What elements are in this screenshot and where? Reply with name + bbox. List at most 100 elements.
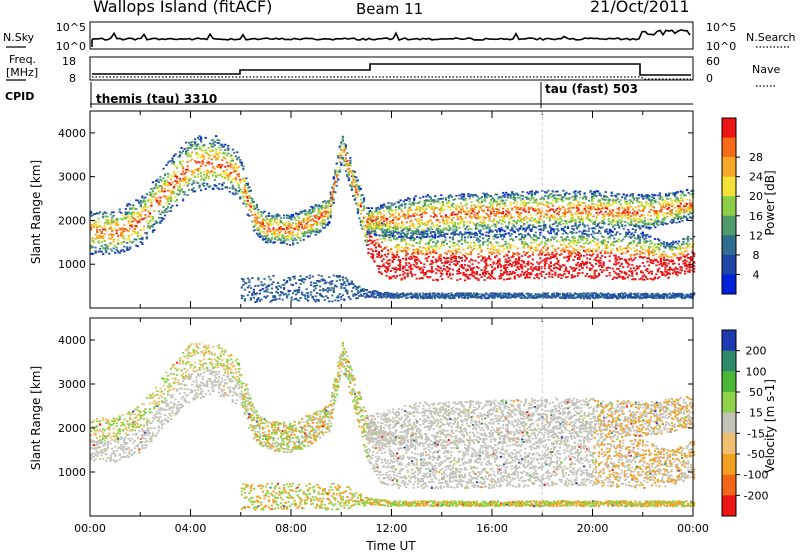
echo-cell <box>489 274 492 277</box>
echo-cell <box>459 257 462 259</box>
echo-cell <box>480 276 483 278</box>
echo-cell <box>679 245 682 248</box>
echo-cell <box>320 220 323 222</box>
echo-cell <box>614 258 617 261</box>
echo-cell <box>462 273 465 276</box>
echo-cell <box>129 207 132 210</box>
echo-cell <box>519 273 522 276</box>
echo-cell <box>344 163 347 165</box>
echo-cell <box>384 217 387 220</box>
echo-cell <box>215 184 218 187</box>
echo-cell <box>478 244 482 247</box>
echo-cell <box>99 236 102 239</box>
echo-cell <box>451 250 454 252</box>
echo-cell <box>267 218 271 221</box>
echo-cell <box>255 222 258 225</box>
echo-cell <box>656 243 659 246</box>
echo-cell <box>364 232 367 235</box>
echo-cell <box>491 275 494 278</box>
echo-cell <box>132 230 135 233</box>
echo-cell <box>337 156 340 159</box>
echo-cell <box>468 215 472 218</box>
echo-cell <box>472 247 476 250</box>
echo-cell <box>466 246 470 249</box>
echo-cell <box>267 212 271 215</box>
echo-cell <box>387 253 390 255</box>
echo-cell <box>664 253 667 256</box>
echo-cell <box>148 225 151 228</box>
echo-cell <box>358 209 361 212</box>
echo-cell <box>598 274 601 277</box>
echo-cell <box>658 256 661 258</box>
echo-cell <box>275 218 278 221</box>
echo-cell <box>437 227 440 230</box>
echo-cell <box>477 217 481 219</box>
echo-cell <box>650 259 653 262</box>
echo-cell <box>252 201 255 203</box>
echo-cell <box>605 247 608 250</box>
nave-label: Nave <box>752 63 780 76</box>
echo-cell <box>601 249 604 252</box>
echo-cell <box>192 187 195 189</box>
echo-cell <box>475 248 479 250</box>
echo-cell <box>329 198 332 201</box>
echo-cell <box>576 258 580 260</box>
echo-cell <box>123 245 126 248</box>
echo-cell <box>246 202 249 204</box>
echo-cell <box>374 242 378 245</box>
echo-cell <box>440 194 443 197</box>
echo-cell <box>251 220 254 223</box>
echo-cell <box>482 256 485 259</box>
echo-cell <box>365 239 369 241</box>
echo-cell <box>323 219 326 222</box>
echo-cell <box>656 245 659 248</box>
echo-cell <box>215 153 218 155</box>
echo-cell <box>418 277 421 280</box>
echo-cell <box>447 257 450 259</box>
echo-cell <box>272 227 275 230</box>
echo-cell <box>172 175 176 178</box>
echo-cell <box>482 219 485 222</box>
echo-cell <box>617 250 620 253</box>
echo-cell <box>209 171 212 174</box>
echo-cell <box>93 241 96 244</box>
echo-cell <box>411 257 414 260</box>
echo-cell <box>548 275 551 278</box>
echo-cell <box>480 250 483 253</box>
echo-cell <box>429 203 432 206</box>
echo-cell <box>385 274 388 277</box>
echo-cell <box>655 253 658 256</box>
echo-cell <box>151 219 154 222</box>
echo-cell <box>399 236 402 238</box>
echo-cell <box>525 270 528 273</box>
echo-cell <box>587 230 590 233</box>
echo-cell <box>493 220 496 223</box>
echo-cell <box>320 214 323 217</box>
echo-cell <box>317 209 320 212</box>
echo-cell <box>432 249 435 252</box>
echo-cell <box>373 232 377 235</box>
echo-cell <box>171 162 174 165</box>
echo-cell <box>429 196 432 199</box>
echo-cell <box>178 177 182 180</box>
echo-cell <box>499 203 502 206</box>
echo-cell <box>210 139 213 142</box>
echo-cell <box>302 221 305 223</box>
echo-cell <box>602 264 605 267</box>
echo-cell <box>463 236 467 239</box>
echo-cell <box>408 208 411 210</box>
echo-cell <box>586 253 589 256</box>
echo-cell <box>452 233 455 235</box>
echo-cell <box>518 257 521 260</box>
echo-cell <box>417 209 420 211</box>
echo-cell <box>513 245 516 248</box>
echo-cell <box>557 273 560 276</box>
echo-cell <box>292 234 295 237</box>
echo-cell <box>221 146 224 148</box>
echo-cell <box>111 243 114 246</box>
echo-cell <box>447 229 450 232</box>
echo-cell <box>604 250 607 253</box>
echo-cell <box>426 204 429 206</box>
echo-cell <box>162 195 165 198</box>
echo-cell <box>470 212 473 215</box>
